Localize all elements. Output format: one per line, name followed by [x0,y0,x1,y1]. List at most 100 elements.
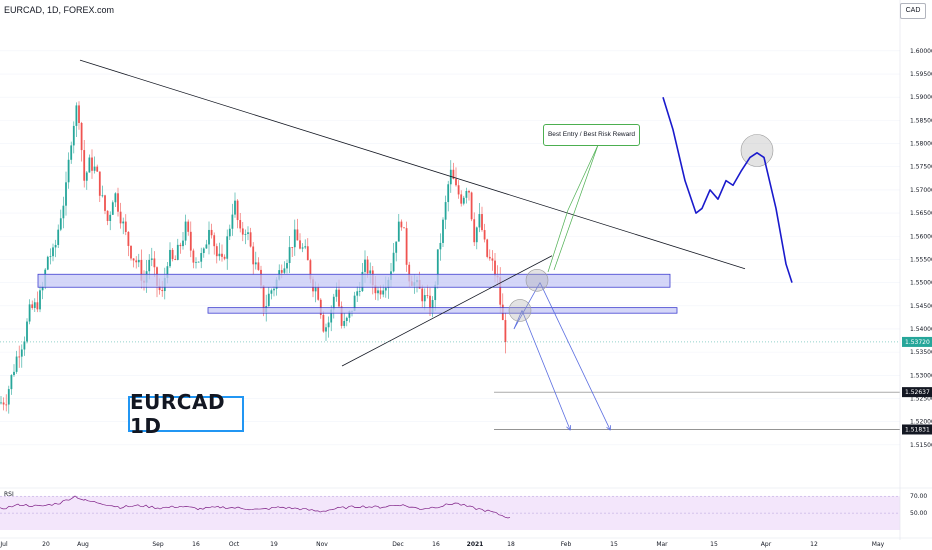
candle-body [213,235,216,247]
candle-body [293,229,296,248]
candle-body [218,253,221,257]
candle-body [150,258,153,260]
candle-body [332,296,335,310]
candle-body [423,295,426,302]
date-tick-label: Feb [561,541,572,548]
candle-body [215,246,218,257]
candle-body [465,190,468,198]
candle-body [158,285,161,291]
candle-body [33,302,36,308]
candle-body [444,202,447,220]
price-tag [902,424,932,435]
candle-body [153,258,156,268]
candle-body [174,259,177,260]
candle-body [304,246,307,248]
candle-body [70,145,73,160]
candle-body [205,244,208,249]
date-tick-label: 20 [42,541,50,548]
candle-body [314,287,317,292]
candle-body [127,231,130,246]
date-tick-label: May [872,541,885,548]
candle-body [244,234,247,235]
candle-body [176,244,179,260]
candle-body [189,231,192,251]
time-axis: Jul 20 Aug Sep 16 Oct 19 Nov Dec 16 2021 18 Feb 15 Mar… [0,537,932,548]
candle-body [340,306,343,326]
candle-body [343,321,346,326]
candle-body [221,253,223,257]
highlight-circle [525,268,549,292]
candle-body [41,286,44,291]
date-tick-label: 16 [192,541,200,548]
candle-body [262,285,265,313]
candle-body [226,236,229,259]
price-tick-label: 1.60000 [910,48,932,55]
candle-body [122,221,125,224]
candle-body [384,287,387,291]
resistance-zone [37,273,671,288]
date-tick-label: Jul [0,541,8,548]
price-tick-label: 1.54500 [910,303,932,310]
candle-body [249,232,252,247]
candle-body [400,221,403,228]
price-tag [902,387,932,398]
candle-body [327,322,330,328]
candle-body [254,262,257,265]
candle-body [39,290,41,310]
candle-body [231,214,234,229]
candle-body [270,290,273,294]
candle-body [286,263,288,269]
lines-layer [0,59,900,429]
price-tick-label: 1.52000 [910,419,932,426]
candle-body [197,261,200,263]
chart-title-box: EURCAD 1D [128,390,244,438]
candle-body [239,220,242,229]
candle-body [132,258,135,261]
candle-body [101,195,104,197]
candle-body [468,190,470,193]
candle-body [296,229,299,241]
date-tick-label: Apr [761,541,772,548]
candle-body [491,258,494,261]
candle-body [280,270,283,273]
candle-body [80,122,83,151]
candle-body [57,229,60,245]
candle-body [434,284,437,301]
candle-body [187,221,190,232]
candle-body [442,219,444,243]
candle-body [169,249,171,267]
candle-body [291,247,294,248]
candle-body [104,195,106,211]
price-axis: 1.60000 1.59500 1.59000 1.58500 1.58000 1.575… [899,0,932,540]
candle-body [49,256,52,258]
price-tick-label: 1.52500 [910,395,932,402]
price-tag-label: 1.51831 [905,426,930,433]
candle-body [429,295,431,313]
candle-body [473,219,476,243]
candle-body [283,268,286,273]
ascending-trendline [341,255,553,367]
candle-body [192,250,195,263]
callout-note: Best Entry / Best Risk Reward [543,124,640,146]
candle-body [93,166,96,171]
candle-body [31,304,34,308]
candle-body [488,256,491,259]
projection-path [662,96,793,283]
candle-body [397,221,400,242]
candle-body [88,157,91,173]
date-tick-label: 2021 [467,541,484,548]
rsi-pane: RSI 70.00 50.00 [0,487,932,530]
price-tick-label: 1.51500 [910,442,932,449]
candle-body [392,252,395,272]
price-tick-label: 1.53500 [910,349,932,356]
candle-body [447,184,450,203]
currency-badge[interactable]: CAD [900,3,926,19]
chart-grid [0,50,900,446]
price-tick-label: 1.54000 [910,326,932,333]
candle-body [306,246,309,261]
candle-body [234,200,236,215]
candle-body [13,371,15,376]
candle-body [483,230,486,240]
candle-body [335,289,338,297]
